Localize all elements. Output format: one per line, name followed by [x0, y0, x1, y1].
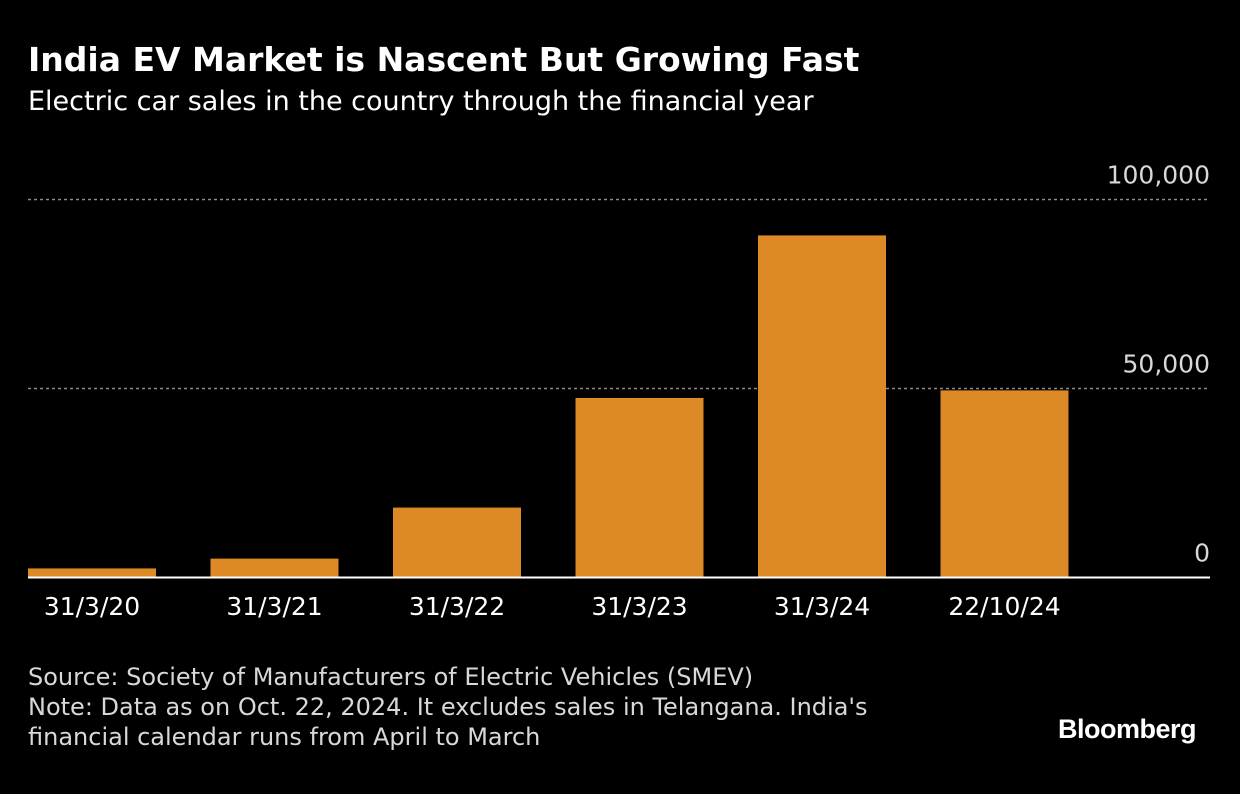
- x-tick-label: 22/10/24: [948, 592, 1060, 621]
- bar: [210, 558, 339, 578]
- bloomberg-logo: Bloomberg: [1058, 714, 1197, 744]
- x-tick-label: 31/3/20: [44, 592, 140, 621]
- bar: [758, 235, 886, 578]
- x-tick-label: 31/3/24: [774, 592, 870, 621]
- bar: [393, 507, 521, 578]
- note-line-2: financial calendar runs from April to Ma…: [28, 723, 541, 751]
- x-tick-label: 31/3/21: [226, 592, 322, 621]
- x-tick-label: 31/3/22: [409, 592, 505, 621]
- note-line-1: Note: Data as on Oct. 22, 2024. It exclu…: [28, 693, 868, 721]
- chart-title: India EV Market is Nascent But Growing F…: [28, 40, 860, 79]
- chart-subtitle: Electric car sales in the country throug…: [28, 86, 814, 117]
- bar: [575, 397, 704, 578]
- gridlines: [28, 198, 1210, 390]
- bars: [28, 235, 1069, 578]
- source-note: Source: Society of Manufacturers of Elec…: [28, 663, 754, 691]
- y-axis-labels: 0 50,000 100,000: [1107, 161, 1210, 568]
- x-tick-label: 31/3/23: [591, 592, 687, 621]
- chart-footer: Source: Society of Manufacturers of Elec…: [28, 662, 868, 752]
- y-tick-label: 100,000: [1107, 161, 1210, 190]
- bar: [940, 390, 1069, 578]
- y-tick-label: 50,000: [1123, 350, 1210, 379]
- bar: [28, 568, 156, 578]
- x-axis-labels: 31/3/20 31/3/21 31/3/22 31/3/23 31/3/24 22/10…: [44, 592, 1061, 621]
- y-tick-label: 0: [1194, 539, 1210, 568]
